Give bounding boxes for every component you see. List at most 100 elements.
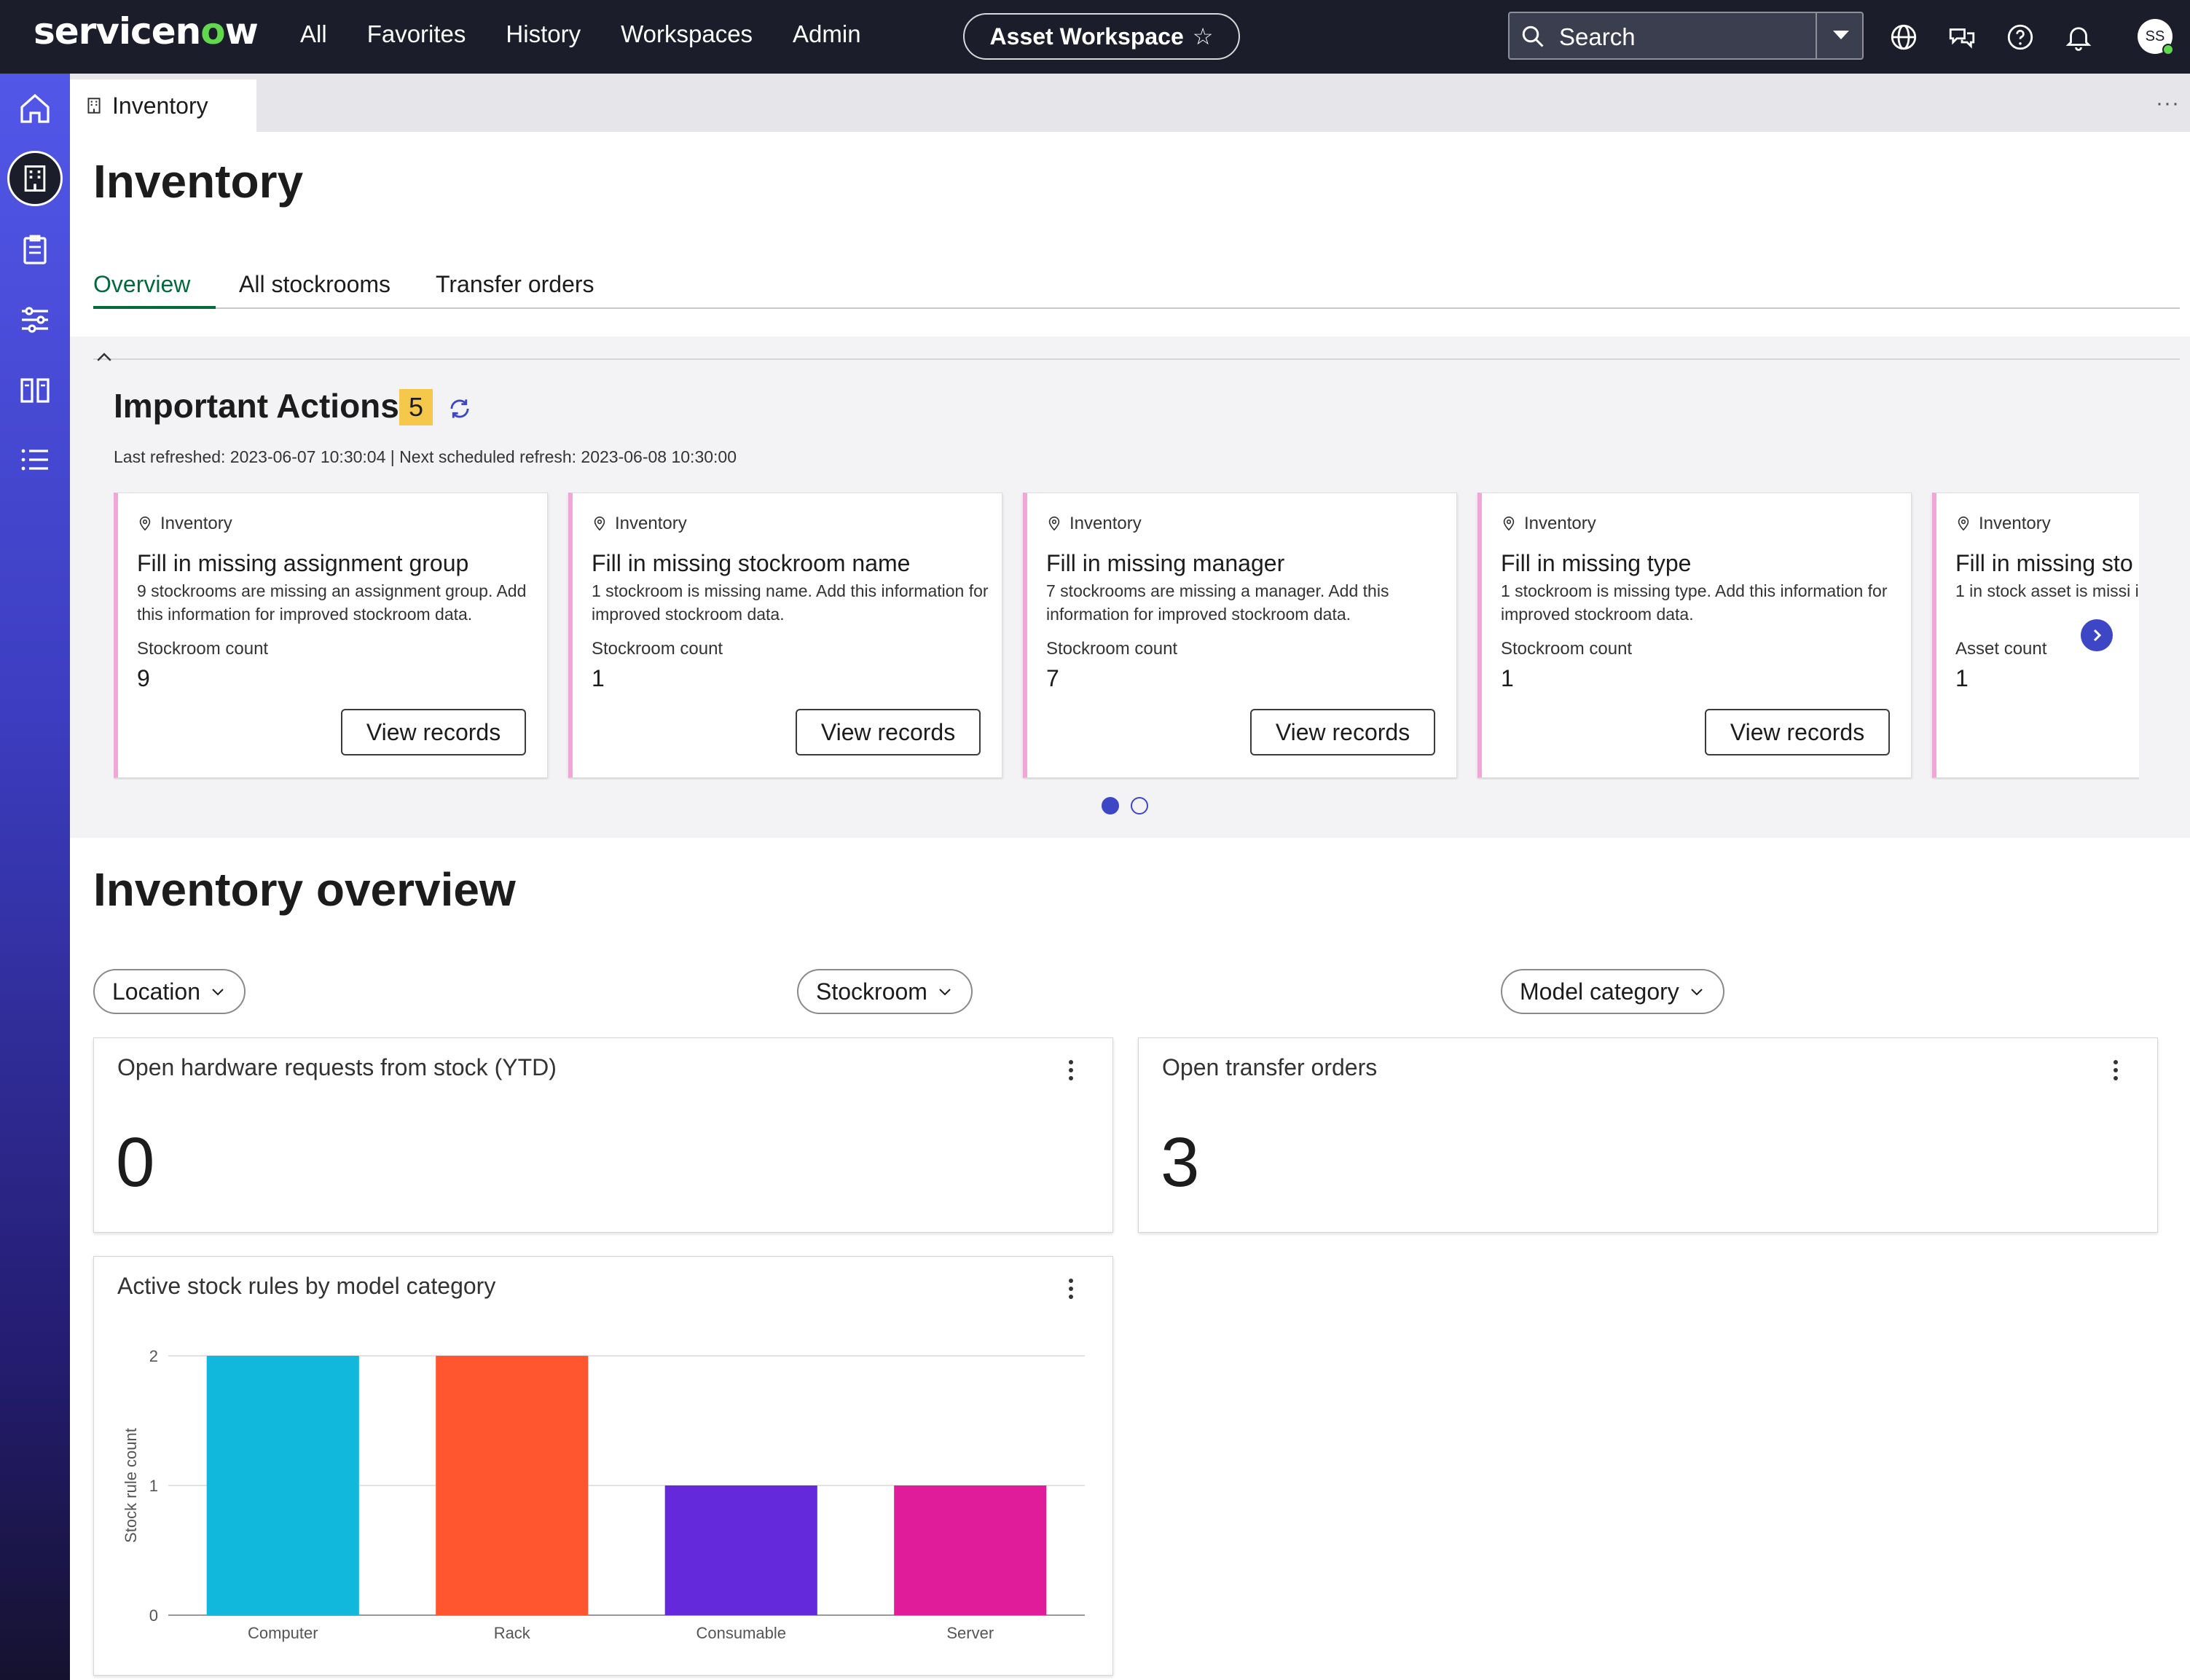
tab-overview[interactable]: Overview xyxy=(93,271,191,297)
filter-location[interactable]: Location xyxy=(93,969,246,1014)
card-title: Fill in missing assignment group xyxy=(137,550,469,576)
tab-inventory[interactable]: Inventory xyxy=(70,79,256,132)
bar-chart: 0 1 2 Computer Rack Consumable Server Stock rul… xyxy=(122,1347,1085,1642)
chevron-down-icon xyxy=(1691,989,1703,996)
card-count-value: 1 xyxy=(1955,665,1969,691)
chevron-down-icon xyxy=(212,989,224,996)
tab-all-stockrooms[interactable]: All stockrooms xyxy=(239,271,391,297)
inventory-rail-item[interactable] xyxy=(7,151,63,206)
card-title: Fill in missing type xyxy=(1501,550,1692,576)
avatar[interactable]: SS xyxy=(2138,19,2174,55)
kebab-menu-icon[interactable] xyxy=(1069,1279,1075,1300)
tab-transfer-orders[interactable]: Transfer orders xyxy=(436,271,594,297)
chat-icon[interactable] xyxy=(1947,22,1977,52)
location-pin-icon xyxy=(1048,517,1060,531)
location-pin-icon xyxy=(1503,517,1515,531)
action-card: Inventory Fill in missing stockroom name… xyxy=(568,492,1002,778)
search-divider xyxy=(1816,13,1817,58)
card-description: 1 stockroom is missing name. Add this in… xyxy=(592,581,989,624)
card-description: 1 stockroom is missing type. Add this in… xyxy=(1501,581,1888,624)
global-search[interactable]: Search xyxy=(1508,12,1864,60)
search-input[interactable]: Search xyxy=(1559,23,1636,50)
y-tick-label: 0 xyxy=(149,1606,158,1625)
x-tick-label: Computer xyxy=(248,1624,318,1642)
card-count-label: Stockroom count xyxy=(592,639,723,659)
view-records-button[interactable]: View records xyxy=(341,709,526,755)
view-records-button[interactable]: View records xyxy=(796,709,981,755)
card-title: Fill in missing manager xyxy=(1046,550,1285,576)
nav-workspaces[interactable]: Workspaces xyxy=(621,20,753,47)
card-description: 1 in stock asset is missi information fo… xyxy=(1955,581,2139,600)
workspace-name: Asset Workspace xyxy=(989,23,1184,50)
bell-icon[interactable] xyxy=(2063,22,2094,52)
clipboard-icon[interactable] xyxy=(17,232,52,267)
card-category: Inventory xyxy=(1955,514,2051,534)
globe-icon[interactable] xyxy=(1888,22,1919,52)
chevron-right-icon xyxy=(2093,629,2102,642)
more-icon[interactable]: ··· xyxy=(2156,91,2180,115)
chevron-down-icon[interactable] xyxy=(1833,31,1849,39)
card-description: 7 stockrooms are missing a manager. Add … xyxy=(1046,581,1389,624)
page-title: Inventory xyxy=(93,155,304,208)
action-card: Inventory Fill in missing assignment gro… xyxy=(114,492,548,778)
location-pin-icon xyxy=(1958,517,1969,531)
nav-admin[interactable]: Admin xyxy=(793,20,861,47)
book-icon[interactable] xyxy=(17,372,52,407)
carousel-pager xyxy=(1102,797,1160,815)
card-count-label: Stockroom count xyxy=(1046,639,1178,659)
card-title: Fill in missing sto xyxy=(1955,550,2133,576)
pager-dot[interactable] xyxy=(1102,797,1119,815)
star-icon[interactable]: ☆ xyxy=(1192,23,1214,50)
card-category-label: Inventory xyxy=(615,514,687,533)
card-description: 9 stockrooms are missing an assignment g… xyxy=(137,581,527,624)
kebab-menu-icon[interactable] xyxy=(1069,1060,1075,1082)
chevron-down-icon xyxy=(939,989,951,996)
count-badge: 5 xyxy=(399,389,433,425)
filter-model-category[interactable]: Model category xyxy=(1501,969,1724,1014)
sliders-icon[interactable] xyxy=(17,302,52,337)
status-dot xyxy=(2162,44,2174,55)
help-icon[interactable] xyxy=(2005,22,2036,52)
filter-label: Stockroom xyxy=(816,978,927,1005)
nav-all[interactable]: All xyxy=(300,20,327,47)
home-icon[interactable] xyxy=(17,91,52,126)
refresh-icon[interactable] xyxy=(446,395,474,423)
chevron-up-icon[interactable] xyxy=(93,347,115,369)
avatar-initials: SS xyxy=(2145,28,2165,44)
filter-stockroom[interactable]: Stockroom xyxy=(797,969,973,1014)
view-records-button[interactable]: View records xyxy=(1705,709,1890,755)
card-category-label: Inventory xyxy=(160,514,232,533)
card-count-value: 1 xyxy=(592,665,605,691)
chart-bar[interactable] xyxy=(436,1356,589,1615)
workspace-pill[interactable]: Asset Workspace ☆ xyxy=(963,13,1240,60)
widget-value: 0 xyxy=(116,1123,155,1201)
widget-title: Open transfer orders xyxy=(1162,1054,1378,1080)
action-card: Inventory Fill in missing type 1 stockro… xyxy=(1477,492,1912,778)
overview-title: Inventory overview xyxy=(93,863,516,916)
card-category: Inventory xyxy=(137,514,232,534)
chart-bar[interactable] xyxy=(664,1485,817,1615)
location-pin-icon xyxy=(139,517,151,531)
nav-history[interactable]: History xyxy=(506,20,581,47)
workspace-tab-bar: Inventory ··· xyxy=(70,74,2190,132)
nav-favorites[interactable]: Favorites xyxy=(366,20,466,47)
action-cards-carousel: Inventory Fill in missing assignment gro… xyxy=(114,492,2139,780)
servicenow-logo[interactable]: servicenow xyxy=(34,10,259,52)
list-icon[interactable] xyxy=(17,442,52,477)
important-actions-title: Important Actions xyxy=(114,387,399,425)
x-tick-label: Server xyxy=(946,1624,994,1642)
kebab-menu-icon[interactable] xyxy=(2114,1060,2119,1082)
chart-bar[interactable] xyxy=(894,1485,1047,1615)
pager-dot[interactable] xyxy=(1131,797,1148,815)
card-category: Inventory xyxy=(1501,514,1596,534)
card-title: Fill in missing stockroom name xyxy=(592,550,911,576)
building-icon xyxy=(24,165,46,192)
chart-bar[interactable] xyxy=(206,1356,359,1615)
widget-value: 3 xyxy=(1161,1123,1200,1201)
view-records-button[interactable]: View records xyxy=(1250,709,1435,755)
filter-label: Location xyxy=(112,978,200,1005)
filter-label: Model category xyxy=(1520,978,1679,1005)
card-count-value: 1 xyxy=(1501,665,1514,691)
divider xyxy=(93,358,2180,360)
carousel-next-button[interactable] xyxy=(2081,619,2113,651)
